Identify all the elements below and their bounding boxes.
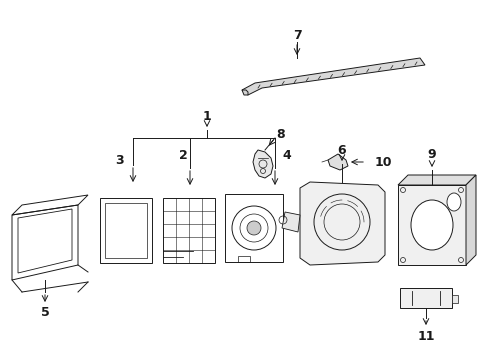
Bar <box>238 256 250 262</box>
Polygon shape <box>328 154 348 170</box>
Polygon shape <box>300 182 385 265</box>
Circle shape <box>247 221 261 235</box>
Text: 10: 10 <box>375 156 392 168</box>
Text: 7: 7 <box>293 28 301 41</box>
Bar <box>400 288 452 308</box>
Polygon shape <box>242 58 425 95</box>
Polygon shape <box>282 212 300 232</box>
Text: 5: 5 <box>41 306 49 320</box>
Bar <box>452 295 458 303</box>
Text: 8: 8 <box>277 127 285 140</box>
Text: 3: 3 <box>115 153 123 166</box>
Polygon shape <box>242 90 248 95</box>
Text: 2: 2 <box>179 149 187 162</box>
Bar <box>105 203 147 258</box>
Polygon shape <box>398 185 466 265</box>
Text: 1: 1 <box>203 109 211 122</box>
Bar <box>163 198 215 263</box>
Text: 4: 4 <box>283 149 292 162</box>
Text: 11: 11 <box>417 329 435 342</box>
Ellipse shape <box>447 193 461 211</box>
Bar <box>225 194 283 262</box>
Polygon shape <box>253 150 273 178</box>
Text: 9: 9 <box>428 148 436 161</box>
Ellipse shape <box>411 200 453 250</box>
Polygon shape <box>398 175 476 185</box>
Text: 6: 6 <box>338 144 346 157</box>
Polygon shape <box>466 175 476 265</box>
Bar <box>100 198 152 263</box>
